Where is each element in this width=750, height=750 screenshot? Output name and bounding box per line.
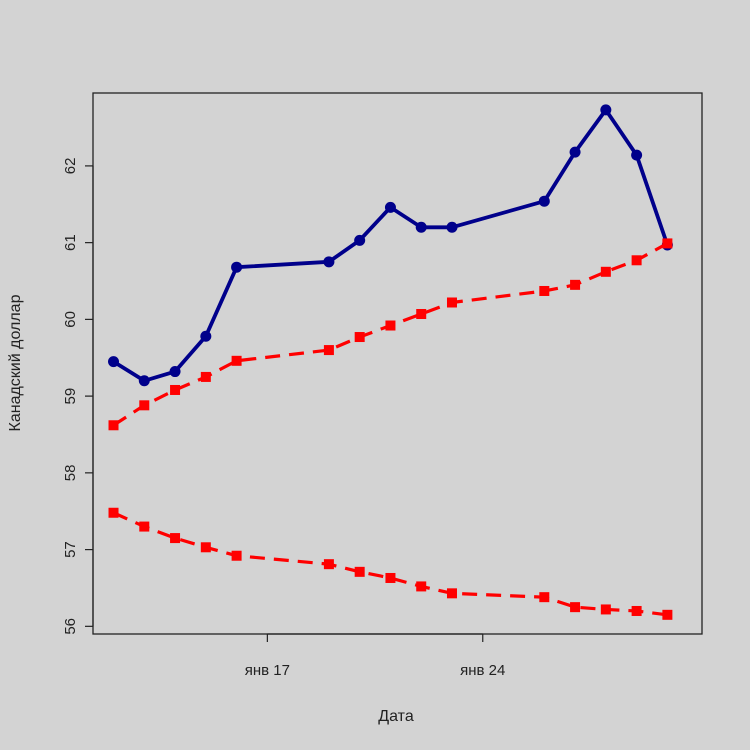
data-point	[569, 146, 581, 158]
data-point	[170, 533, 181, 544]
data-point	[354, 234, 366, 246]
data-point	[354, 566, 365, 577]
series-2	[108, 238, 673, 431]
series-1	[108, 104, 673, 387]
series-layer	[108, 104, 673, 620]
data-point	[539, 592, 550, 603]
data-point	[600, 266, 611, 277]
data-point	[539, 285, 550, 296]
data-point	[108, 356, 120, 368]
data-point	[631, 149, 643, 161]
x-tick-label: янв 24	[460, 662, 505, 679]
data-point	[631, 605, 642, 616]
data-point	[200, 371, 211, 382]
data-point	[231, 261, 243, 273]
data-point	[108, 420, 119, 431]
data-point	[446, 297, 457, 308]
y-tick-label: 57	[62, 541, 79, 558]
data-point	[200, 542, 211, 553]
data-point	[538, 195, 550, 207]
series-line	[112, 107, 670, 383]
y-tick-label: 61	[62, 234, 79, 251]
data-point	[139, 400, 150, 411]
data-point	[169, 366, 181, 378]
data-point	[108, 507, 119, 518]
y-tick-label: 60	[62, 311, 79, 328]
y-tick-label: 62	[62, 158, 79, 175]
data-point	[200, 330, 212, 342]
y-axis-title: Канадский доллар	[7, 294, 24, 431]
x-tick-label: янв 17	[245, 662, 290, 679]
y-tick-label: 56	[62, 618, 79, 635]
series-line	[112, 511, 668, 617]
x-axis: янв 17 янв 24	[245, 633, 505, 679]
data-point	[323, 256, 335, 268]
data-point	[662, 609, 673, 620]
y-axis: 56 57 58 59 60 61 62	[62, 158, 94, 635]
y-tick-label: 58	[62, 465, 79, 482]
x-axis-title: Дата	[378, 708, 414, 725]
data-point	[384, 201, 396, 213]
data-point	[570, 602, 581, 613]
data-point	[139, 521, 150, 532]
data-point	[446, 588, 457, 599]
data-point	[600, 104, 612, 116]
data-point	[416, 581, 427, 592]
data-point	[231, 355, 242, 366]
data-point	[231, 550, 242, 561]
y-tick-label: 59	[62, 388, 79, 405]
data-point	[323, 345, 334, 356]
data-point	[354, 332, 365, 343]
data-point	[570, 279, 581, 290]
data-point	[170, 384, 181, 395]
data-point	[138, 375, 150, 387]
data-point	[385, 572, 396, 583]
data-point	[385, 320, 396, 331]
data-point	[446, 221, 458, 233]
data-point	[415, 221, 427, 233]
data-point	[416, 309, 427, 320]
series-line	[112, 242, 669, 427]
data-point	[662, 238, 673, 249]
data-point	[600, 604, 611, 615]
data-point	[631, 255, 642, 266]
series-3	[108, 507, 673, 620]
data-point	[323, 559, 334, 570]
